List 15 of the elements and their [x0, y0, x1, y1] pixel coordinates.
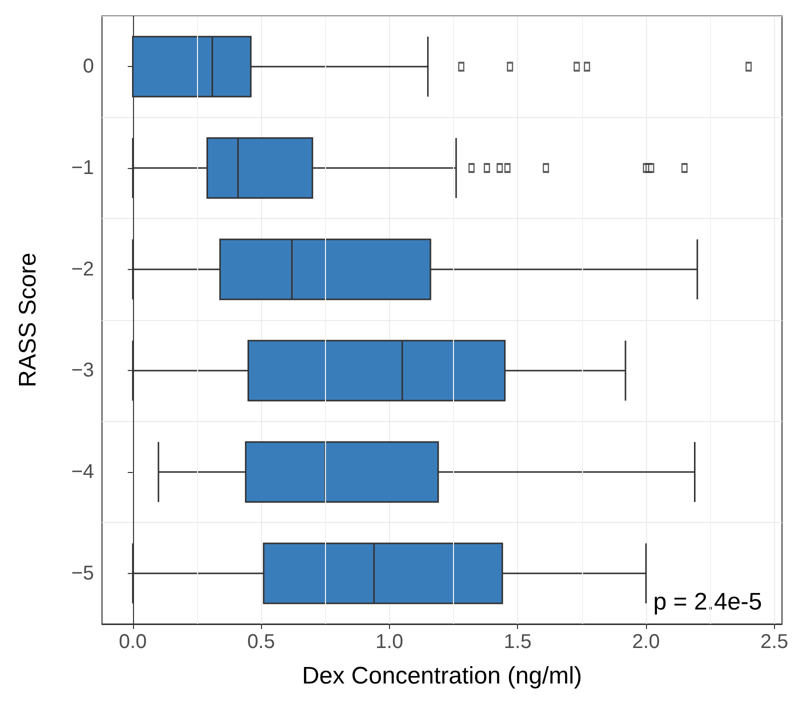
- y-tick-label: 0: [82, 56, 94, 78]
- x-tick-label: 1.5: [504, 631, 532, 653]
- x-axis-title: Dex Concentration (ng/ml): [302, 662, 582, 690]
- y-tick-label: −2: [71, 258, 94, 280]
- x-tick-label: 2.5: [760, 631, 788, 653]
- x-tick-label: 1.0: [375, 631, 404, 653]
- annotation: p = 2.4e-5: [653, 588, 762, 616]
- y-tick-label: −1: [71, 157, 94, 179]
- x-tick-label: 0.0: [118, 631, 147, 653]
- y-tick-label: −4: [71, 461, 94, 483]
- y-tick-label: −5: [71, 562, 94, 584]
- y-axis-title: RASS Score: [14, 252, 42, 388]
- x-tick-label: 0.5: [247, 631, 275, 653]
- x-tick-label: 2.0: [632, 631, 660, 653]
- y-tick-label: −3: [71, 360, 94, 382]
